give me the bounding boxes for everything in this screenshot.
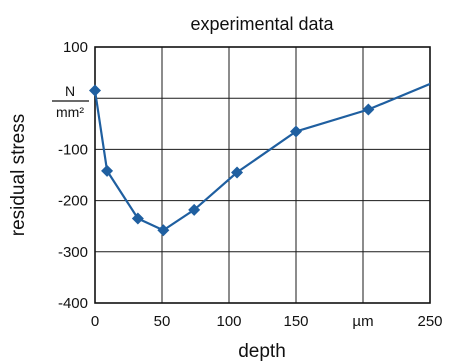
grid-lines — [94, 46, 431, 304]
x-tick-label: 250 — [417, 313, 442, 330]
x-tick-label: µm — [352, 313, 373, 330]
data-point-marker — [101, 164, 114, 177]
y-tick-label: -100 — [58, 141, 88, 158]
y-tick-label: 100 — [63, 39, 88, 56]
x-tick-label: 150 — [283, 313, 308, 330]
x-tick-label: 100 — [216, 313, 241, 330]
data-point-marker — [290, 125, 302, 138]
y-tick-label: -400 — [58, 295, 88, 312]
series-layer — [89, 82, 430, 237]
data-point-marker — [131, 212, 144, 225]
y-tick-label: -300 — [58, 244, 88, 261]
x-tick-label: 0 — [91, 313, 99, 330]
x-tick-labels: 0 50 100 150 µm 250 — [91, 313, 443, 330]
data-point-marker — [188, 203, 201, 216]
data-point-marker — [362, 103, 375, 116]
series-line — [95, 82, 430, 232]
x-axis-label: depth — [238, 341, 286, 362]
y-axis-label: residual stress — [8, 114, 29, 237]
y-tick-labels: 100 -100 -200 -300 -400 — [58, 39, 88, 312]
x-tick-label: 50 — [154, 313, 171, 330]
y-unit-numerator: N — [65, 83, 75, 99]
data-point-marker — [157, 224, 170, 237]
data-point-marker — [231, 166, 244, 179]
y-unit-denominator: mm² — [56, 104, 84, 120]
plot-frame — [94, 46, 431, 304]
data-point-marker — [89, 84, 101, 97]
y-tick-label: -200 — [58, 193, 88, 210]
chart-title: experimental data — [190, 14, 334, 34]
y-unit-label: N mm² — [52, 83, 89, 120]
